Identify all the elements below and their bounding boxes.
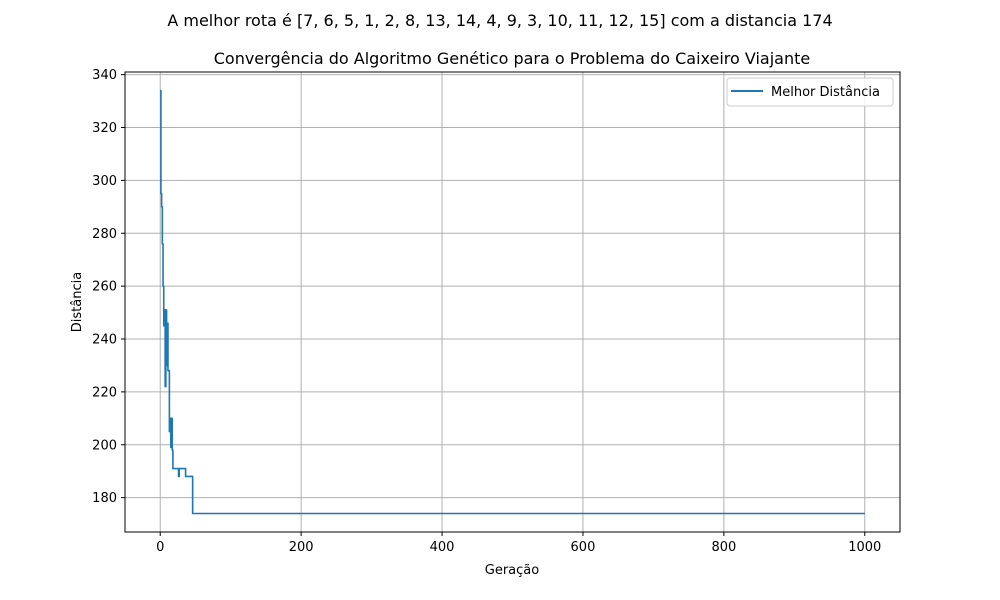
y-tick-label: 200 <box>92 438 117 453</box>
y-tick-label: 300 <box>92 174 117 189</box>
axes-frame <box>124 71 901 533</box>
series-line-melhor-distancia <box>160 89 865 515</box>
plot-area: 0 200 400 600 800 1000 180 200 220 240 260 280 300 3… <box>92 68 901 555</box>
series-lines <box>160 89 865 515</box>
legend-label: Melhor Distância <box>771 85 880 100</box>
x-tick-label: 200 <box>289 540 314 555</box>
x-axis-label: Geração <box>485 563 539 578</box>
y-axis-label: Distância <box>70 272 85 332</box>
y-tick-label: 320 <box>92 121 117 136</box>
figure-suptitle: A melhor rota é [7, 6, 5, 1, 2, 8, 13, 1… <box>167 11 832 30</box>
y-tick-label: 260 <box>92 280 117 295</box>
legend-box <box>726 77 894 107</box>
y-tick-label: 180 <box>92 491 117 506</box>
y-tick-label: 240 <box>92 333 117 348</box>
y-axis-ticks: 180 200 220 240 260 280 300 320 340 <box>92 68 125 506</box>
x-tick-label: 800 <box>711 540 736 555</box>
x-tick-label: 1000 <box>848 540 881 555</box>
x-axis-ticks: 0 200 400 600 800 1000 <box>156 532 881 555</box>
x-tick-label: 600 <box>571 540 596 555</box>
y-tick-label: 220 <box>92 385 117 400</box>
chart-title: Convergência do Algoritmo Genético para … <box>214 49 811 68</box>
legend: Melhor Distância <box>726 77 894 107</box>
y-tick-label: 280 <box>92 227 117 242</box>
x-tick-label: 400 <box>430 540 455 555</box>
grid-lines <box>125 72 900 532</box>
x-tick-label: 0 <box>156 540 164 555</box>
y-tick-label: 340 <box>92 68 117 83</box>
